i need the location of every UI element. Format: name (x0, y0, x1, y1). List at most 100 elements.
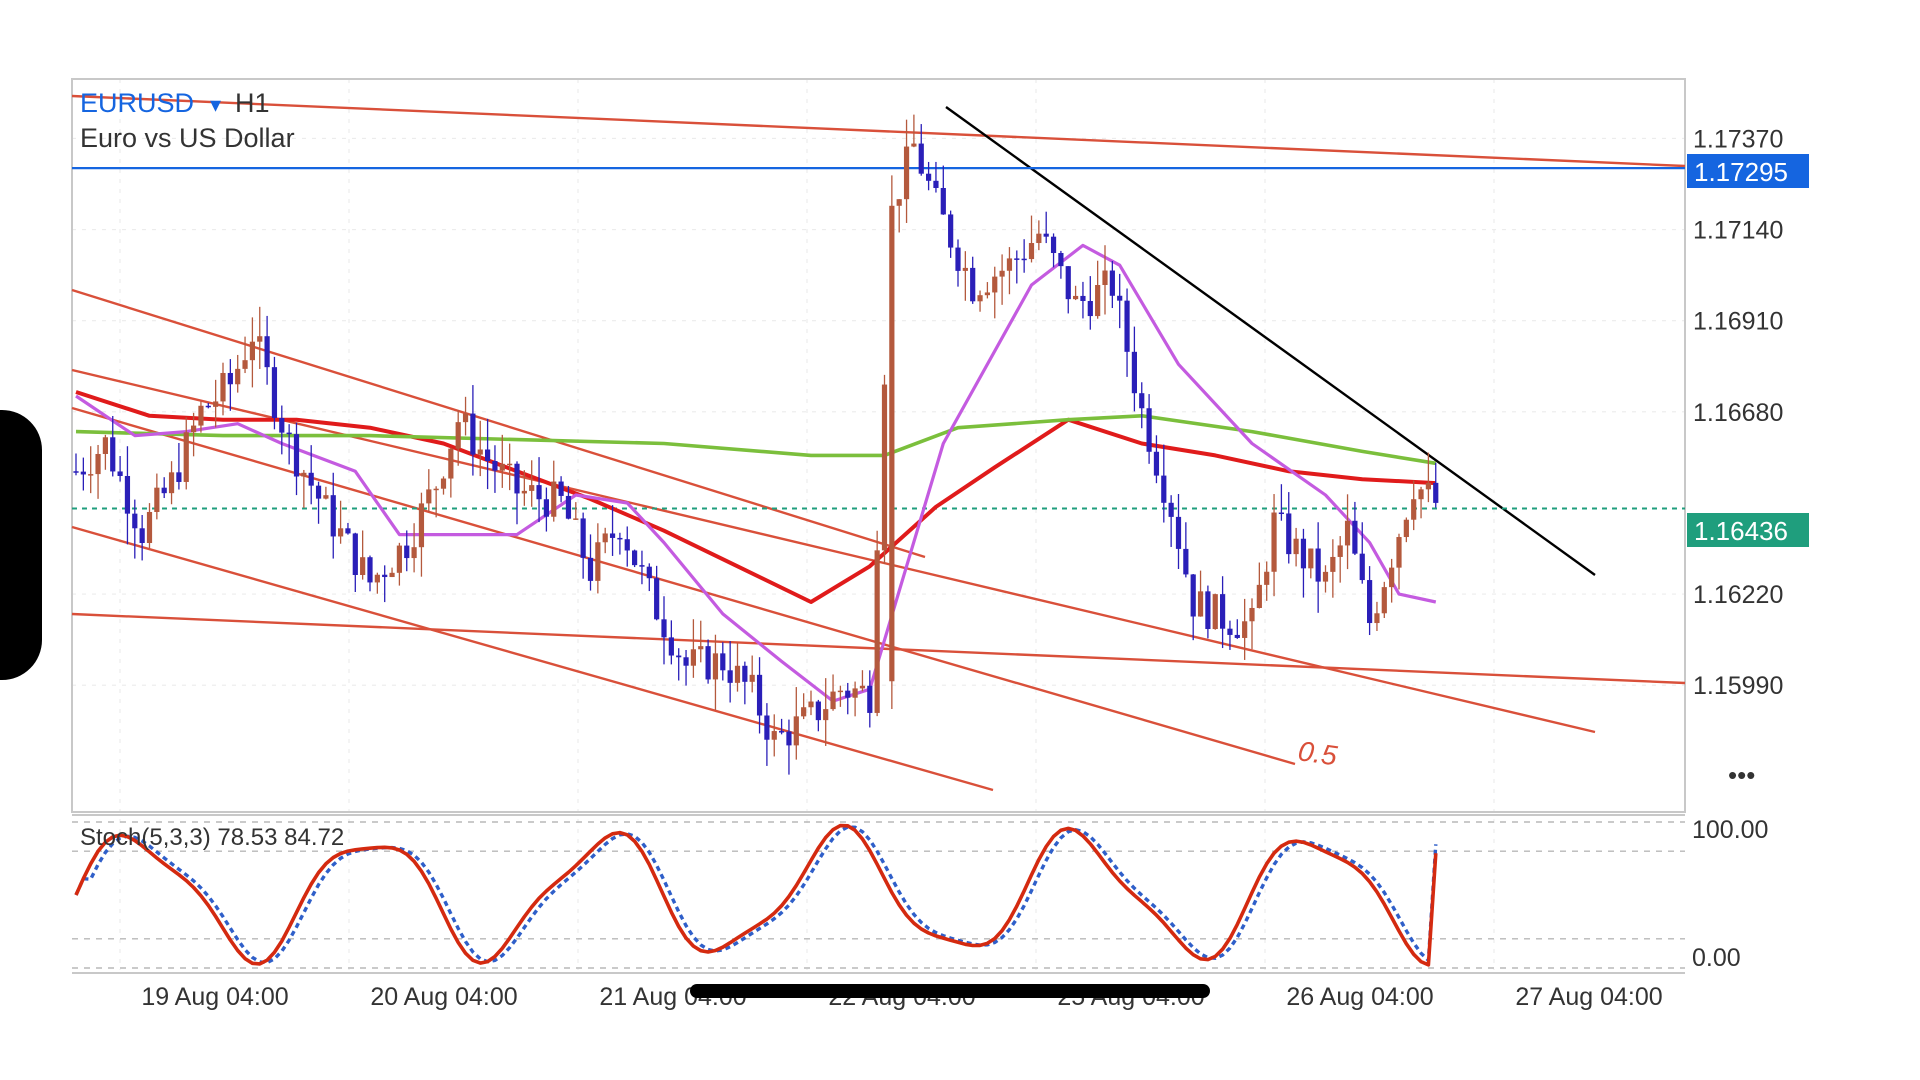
candle-body (602, 533, 608, 543)
candle-body (771, 731, 777, 740)
candle-body (1293, 538, 1299, 555)
candle-body (749, 674, 755, 682)
candle-body (536, 485, 542, 500)
stoch-tick-100: 100.00 (1692, 816, 1768, 844)
channel-line-lower (71, 525, 994, 792)
blue-line-price-label-bg (1687, 154, 1809, 188)
candle-body (183, 432, 189, 482)
candle-body (1043, 233, 1049, 237)
candle-body (132, 513, 138, 529)
candle-body (1264, 571, 1270, 585)
candle-body (1190, 574, 1196, 617)
candle-body (896, 199, 902, 206)
candle-body (712, 653, 719, 680)
candle-body (124, 475, 131, 514)
candle-body (521, 490, 527, 494)
candle-body (418, 503, 425, 548)
scroll-indicator-bar[interactable] (690, 984, 1210, 998)
candle-body (1131, 351, 1137, 394)
candle-body (323, 495, 329, 499)
candle-body (683, 657, 689, 666)
candle-body (492, 461, 498, 471)
candle-body (1425, 482, 1431, 490)
candle-body (999, 270, 1005, 277)
candle-body (1124, 300, 1130, 352)
symbol-dropdown-icon[interactable]: ▾ (210, 92, 221, 117)
candle-body (1065, 266, 1071, 300)
more-options-icon[interactable]: ••• (1728, 760, 1755, 790)
current-price-label-bg (1687, 513, 1809, 547)
candle-body (992, 276, 998, 293)
candle-body (734, 665, 741, 683)
candle-body (690, 649, 696, 666)
candle-body (1352, 520, 1358, 554)
candle-body (102, 437, 108, 454)
candle-body (1315, 548, 1321, 582)
candle-body (962, 267, 968, 271)
candle-body (720, 653, 726, 671)
candle-body (573, 518, 579, 520)
time-tick-label: 19 Aug 04:00 (141, 983, 288, 1011)
candle-body (558, 481, 564, 496)
candle-body (1286, 513, 1292, 555)
candle-body (257, 336, 263, 342)
candle-body (382, 574, 388, 578)
side-panel-handle[interactable] (0, 410, 42, 680)
candle-body (823, 709, 829, 721)
candle-body (271, 367, 278, 418)
candle-body (661, 619, 667, 638)
candle-body (632, 550, 638, 566)
candle-body (668, 637, 674, 656)
candle-body (433, 488, 439, 491)
candle-body (1117, 295, 1123, 301)
candle-body (315, 485, 322, 499)
candle-body (1220, 594, 1226, 629)
candle-body (881, 384, 888, 551)
price-tick-label: 1.15990 (1693, 672, 1783, 700)
candle-body (360, 557, 366, 575)
candle-body (1359, 553, 1365, 581)
candle-body (529, 485, 535, 491)
candle-body (330, 495, 336, 537)
candle-body (345, 528, 351, 534)
candle-body (587, 557, 594, 581)
channel-line-upper-mid (71, 368, 1596, 734)
candle-body (609, 533, 616, 538)
candle-body (551, 481, 557, 517)
symbol-label[interactable]: EURUSD (80, 88, 194, 118)
candle-body (1139, 393, 1145, 409)
candle-body (95, 453, 101, 475)
candle-body (1308, 548, 1314, 569)
candle-body (1227, 628, 1233, 635)
candle-body (1389, 567, 1395, 588)
price-axis[interactable]: 1.17370 1.17140 1.16910 1.16680 1.16220 1.159… (1693, 125, 1783, 700)
candle-body (984, 292, 990, 296)
candle-body (426, 489, 432, 504)
candle-body (470, 413, 476, 455)
candle-body (918, 143, 924, 174)
candle-body (448, 448, 454, 479)
candle-body (646, 566, 652, 579)
current-price-label: 1.16436 (1694, 516, 1788, 546)
trend-line[interactable] (945, 106, 1596, 576)
candle-body (507, 463, 513, 466)
candle-body (110, 437, 116, 472)
candle-body (1271, 512, 1277, 572)
candle-body (786, 731, 792, 746)
candle-body (977, 295, 983, 302)
candle-body (455, 422, 461, 449)
candle-body (1175, 516, 1182, 549)
candle-body (1242, 621, 1248, 638)
chart-frame (71, 78, 1686, 974)
candle-body (485, 449, 491, 462)
candle-body (1411, 499, 1417, 520)
candle-body (1161, 475, 1167, 503)
candle-body (1300, 538, 1307, 569)
candle-body (889, 205, 895, 682)
candle-body (117, 471, 123, 476)
candle-body (852, 688, 858, 698)
candle-body (808, 701, 814, 708)
candle-body (948, 214, 954, 248)
timeframe-label[interactable]: H1 (235, 88, 270, 118)
